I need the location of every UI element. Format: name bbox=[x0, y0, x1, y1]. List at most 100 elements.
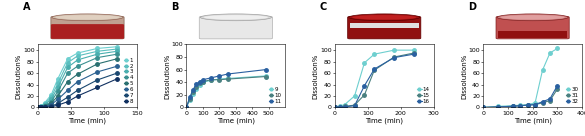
14 bbox=[341, 104, 348, 105]
FancyBboxPatch shape bbox=[199, 17, 273, 39]
31 bbox=[524, 104, 531, 106]
Ellipse shape bbox=[200, 14, 271, 21]
4 bbox=[35, 107, 42, 108]
4 bbox=[74, 65, 81, 67]
15 bbox=[411, 52, 418, 54]
X-axis label: Time (min): Time (min) bbox=[68, 117, 106, 123]
9 bbox=[224, 78, 231, 79]
5 bbox=[94, 63, 101, 65]
15 bbox=[331, 107, 338, 108]
Line: 14: 14 bbox=[333, 48, 416, 109]
31 bbox=[480, 107, 487, 108]
5 bbox=[35, 107, 42, 108]
6 bbox=[94, 71, 101, 73]
32 bbox=[546, 98, 553, 100]
9 bbox=[262, 75, 269, 77]
5 bbox=[41, 106, 48, 107]
FancyBboxPatch shape bbox=[496, 17, 569, 39]
3 bbox=[74, 59, 81, 61]
9 bbox=[199, 81, 207, 83]
X-axis label: Time (min): Time (min) bbox=[217, 117, 255, 123]
8 bbox=[38, 107, 45, 108]
11 bbox=[183, 107, 190, 108]
31 bbox=[539, 102, 546, 104]
8 bbox=[113, 78, 121, 80]
4 bbox=[38, 106, 45, 108]
14 bbox=[336, 106, 343, 107]
2 bbox=[94, 50, 101, 52]
3 bbox=[41, 104, 48, 105]
1 bbox=[64, 58, 71, 60]
4 bbox=[94, 57, 101, 58]
8 bbox=[54, 104, 61, 106]
Line: 9: 9 bbox=[185, 74, 267, 109]
3 bbox=[64, 67, 71, 68]
30 bbox=[517, 104, 524, 106]
2 bbox=[35, 107, 42, 108]
32 bbox=[494, 106, 501, 108]
FancyBboxPatch shape bbox=[51, 24, 124, 39]
10 bbox=[190, 91, 197, 92]
2 bbox=[54, 83, 61, 84]
10 bbox=[208, 79, 215, 81]
6 bbox=[64, 89, 71, 91]
30 bbox=[510, 105, 517, 106]
6 bbox=[41, 106, 48, 108]
30 bbox=[494, 106, 501, 107]
8 bbox=[74, 95, 81, 97]
Text: C: C bbox=[320, 2, 327, 12]
15 bbox=[371, 69, 378, 71]
Line: 1: 1 bbox=[36, 45, 119, 109]
8 bbox=[48, 106, 55, 108]
32 bbox=[480, 107, 487, 108]
10 bbox=[186, 98, 193, 99]
Line: 32: 32 bbox=[481, 84, 559, 109]
3 bbox=[35, 107, 42, 108]
8 bbox=[94, 87, 101, 88]
FancyBboxPatch shape bbox=[347, 17, 421, 39]
2 bbox=[38, 106, 45, 107]
1 bbox=[94, 48, 101, 49]
7 bbox=[54, 103, 61, 104]
6 bbox=[48, 104, 55, 105]
4 bbox=[41, 105, 48, 106]
11 bbox=[186, 97, 193, 98]
15 bbox=[361, 94, 368, 96]
3 bbox=[48, 99, 55, 100]
Ellipse shape bbox=[497, 14, 568, 21]
5 bbox=[64, 81, 71, 82]
X-axis label: Time (min): Time (min) bbox=[365, 117, 403, 123]
1 bbox=[48, 94, 55, 96]
Ellipse shape bbox=[204, 15, 268, 20]
6 bbox=[38, 107, 45, 108]
2 bbox=[41, 103, 48, 105]
5 bbox=[48, 103, 55, 104]
11 bbox=[190, 89, 197, 91]
8 bbox=[64, 101, 71, 103]
3 bbox=[113, 50, 121, 52]
11 bbox=[208, 77, 215, 79]
16 bbox=[371, 68, 378, 70]
2 bbox=[113, 48, 121, 50]
30 bbox=[532, 102, 539, 104]
9 bbox=[208, 80, 215, 81]
9 bbox=[196, 84, 203, 86]
5 bbox=[38, 107, 45, 108]
FancyBboxPatch shape bbox=[498, 31, 567, 38]
1 bbox=[74, 52, 81, 54]
Text: B: B bbox=[171, 2, 179, 12]
1 bbox=[41, 102, 48, 104]
11 bbox=[193, 83, 200, 85]
32 bbox=[524, 104, 531, 106]
7 bbox=[48, 106, 55, 107]
Line: 11: 11 bbox=[185, 68, 267, 109]
Y-axis label: Dissolution%: Dissolution% bbox=[164, 53, 170, 99]
Ellipse shape bbox=[500, 15, 565, 20]
Ellipse shape bbox=[52, 14, 123, 21]
2 bbox=[64, 62, 71, 64]
30 bbox=[480, 107, 487, 108]
31 bbox=[517, 105, 524, 106]
14 bbox=[371, 53, 378, 55]
4 bbox=[54, 91, 61, 92]
16 bbox=[391, 57, 398, 58]
